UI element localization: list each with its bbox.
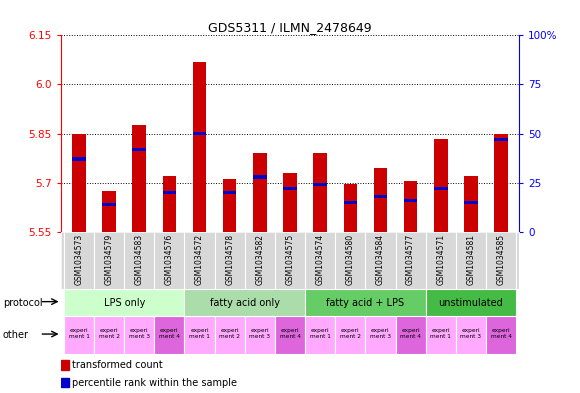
Bar: [365, 316, 396, 354]
Bar: [305, 316, 335, 354]
Title: GDS5311 / ILMN_2478649: GDS5311 / ILMN_2478649: [208, 21, 372, 34]
Bar: [313, 183, 327, 186]
Bar: [456, 316, 486, 354]
Text: experi
ment 2: experi ment 2: [340, 328, 361, 338]
Text: fatty acid + LPS: fatty acid + LPS: [327, 298, 404, 308]
Bar: [223, 191, 237, 194]
Bar: [464, 176, 478, 232]
Bar: [426, 289, 516, 316]
Bar: [124, 316, 154, 354]
Text: unstimulated: unstimulated: [438, 298, 503, 308]
Bar: [154, 316, 184, 354]
Text: experi
ment 2: experi ment 2: [219, 328, 240, 338]
Text: other: other: [3, 330, 29, 340]
Bar: [486, 316, 516, 354]
Text: GSM1034583: GSM1034583: [135, 233, 144, 285]
Bar: [283, 187, 297, 190]
Bar: [275, 316, 305, 354]
Bar: [132, 125, 146, 232]
Bar: [404, 181, 418, 232]
Text: fatty acid only: fatty acid only: [210, 298, 280, 308]
Text: experi
ment 3: experi ment 3: [370, 328, 391, 338]
Text: GSM1034578: GSM1034578: [225, 233, 234, 285]
Text: GSM1034576: GSM1034576: [165, 233, 174, 285]
Text: GSM1034584: GSM1034584: [376, 233, 385, 285]
Text: experi
ment 4: experi ment 4: [280, 328, 300, 338]
Bar: [102, 191, 116, 232]
Bar: [305, 289, 426, 316]
Bar: [184, 316, 215, 354]
Bar: [426, 316, 456, 354]
Bar: [61, 378, 69, 387]
Text: transformed count: transformed count: [72, 360, 163, 370]
Bar: [464, 200, 478, 204]
Bar: [72, 134, 86, 232]
Bar: [61, 360, 69, 370]
Bar: [162, 191, 176, 194]
Text: experi
ment 1: experi ment 1: [310, 328, 331, 338]
Bar: [184, 289, 305, 316]
Text: experi
ment 3: experi ment 3: [461, 328, 481, 338]
Text: experi
ment 4: experi ment 4: [491, 328, 512, 338]
Bar: [374, 168, 387, 232]
Bar: [162, 176, 176, 232]
Text: percentile rank within the sample: percentile rank within the sample: [72, 378, 237, 387]
Text: GSM1034572: GSM1034572: [195, 233, 204, 285]
Bar: [374, 195, 387, 198]
Bar: [335, 316, 365, 354]
Text: GSM1034582: GSM1034582: [255, 233, 264, 285]
Text: experi
ment 4: experi ment 4: [159, 328, 180, 338]
Text: experi
ment 1: experi ment 1: [430, 328, 451, 338]
Text: experi
ment 4: experi ment 4: [400, 328, 421, 338]
Bar: [313, 153, 327, 232]
Bar: [215, 316, 245, 354]
Text: protocol: protocol: [3, 298, 42, 309]
Text: GSM1034581: GSM1034581: [466, 233, 476, 285]
Bar: [283, 173, 297, 232]
Bar: [396, 316, 426, 354]
Bar: [245, 316, 275, 354]
Bar: [94, 316, 124, 354]
Bar: [343, 184, 357, 232]
Text: GSM1034579: GSM1034579: [104, 233, 114, 285]
Bar: [494, 138, 508, 141]
Bar: [404, 198, 418, 202]
Text: experi
ment 3: experi ment 3: [249, 328, 270, 338]
Bar: [343, 200, 357, 204]
Bar: [64, 316, 94, 354]
Text: experi
ment 1: experi ment 1: [68, 328, 89, 338]
Text: GSM1034580: GSM1034580: [346, 233, 355, 285]
Text: experi
ment 2: experi ment 2: [99, 328, 119, 338]
Text: experi
ment 1: experi ment 1: [189, 328, 210, 338]
Text: GSM1034575: GSM1034575: [285, 233, 295, 285]
Bar: [193, 132, 206, 135]
Bar: [223, 180, 237, 232]
Bar: [102, 202, 116, 206]
Bar: [494, 134, 508, 232]
Bar: [434, 138, 448, 232]
Text: GSM1034585: GSM1034585: [496, 233, 506, 285]
Text: GSM1034571: GSM1034571: [436, 233, 445, 285]
Bar: [64, 289, 184, 316]
Text: experi
ment 3: experi ment 3: [129, 328, 150, 338]
Bar: [132, 147, 146, 151]
Text: GSM1034574: GSM1034574: [316, 233, 325, 285]
Text: LPS only: LPS only: [103, 298, 145, 308]
Bar: [434, 187, 448, 190]
Bar: [193, 62, 206, 232]
Text: GSM1034573: GSM1034573: [74, 233, 84, 285]
Text: GSM1034577: GSM1034577: [406, 233, 415, 285]
Bar: [253, 153, 267, 232]
Bar: [253, 175, 267, 178]
Bar: [72, 157, 86, 161]
